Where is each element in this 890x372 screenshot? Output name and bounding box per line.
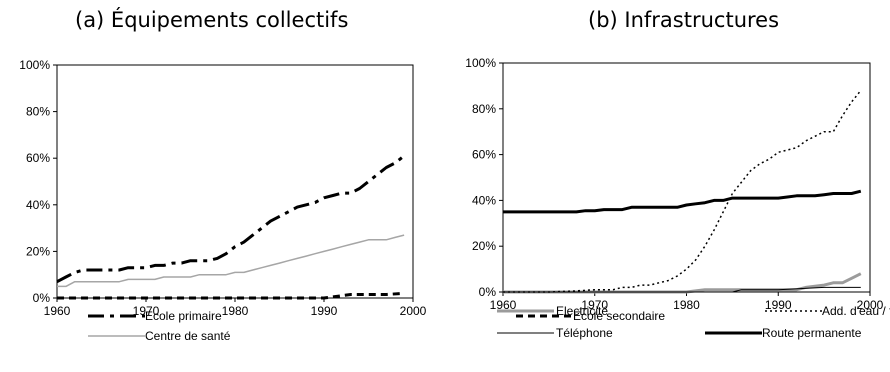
chart-b-title: (b) Infrastructures [588, 8, 780, 32]
chart-b-y-tick-label: 40% [472, 193, 496, 207]
chart-b-legend-label-route-permanente: Route permanente [762, 326, 862, 340]
chart-b-x-tick-label: 1990 [765, 298, 792, 312]
chart-b-x-tick-label: 1980 [673, 298, 700, 312]
chart-a-x-tick-label: 1980 [222, 304, 249, 318]
chart-b-y-tick-label: 20% [472, 239, 496, 253]
chart-a-series-centre-de-sante [57, 234, 405, 288]
chart-a-series-ecole-secondaire [57, 291, 405, 300]
chart-a-y-tick-label: 80% [26, 105, 50, 119]
chart-a-plot-frame [56, 64, 414, 299]
chart-b-y-tick-label: 0% [479, 285, 497, 299]
chart-a-legend-label-ecole-primaire: Ecole primaire [145, 309, 222, 323]
chart-b-x-tick-label: 1960 [490, 298, 517, 312]
chart-b-plot-frame [502, 62, 871, 293]
chart-b-series-add-d-eau-forage [503, 90, 862, 293]
chart-a-y-tick-label: 40% [26, 198, 50, 212]
chart-a-legend-label-ecole-secondaire: Ecole secondaire [573, 309, 665, 323]
chart-b-series-telephone [503, 286, 861, 293]
chart-b-y-tick-label: 80% [472, 102, 496, 116]
chart-a-series-ecole-primaire [56, 154, 406, 284]
chart-a-y-tick-label: 100% [19, 58, 50, 72]
chart-a-x-tick-label: 2000 [400, 304, 427, 318]
chart-a-plot: 0% 20% 40% 60% 80% 100% 1960 1970 1980 1990 2000 Ec… [19, 58, 665, 343]
chart-b-legend-label-add-d-eau-forage: Add. d'eau / forage [822, 304, 890, 318]
chart-b-x-tick-label: 1970 [581, 298, 608, 312]
chart-a-legend-label-centre-de-sante: Centre de santé [145, 329, 231, 343]
chart-a-title: (a) Équipements collectifs [75, 8, 349, 32]
chart-a-x-tick-label: 1960 [44, 304, 71, 318]
chart-a-y-tick-label: 0% [33, 291, 51, 305]
chart-a-y-tick-label: 20% [26, 244, 50, 258]
chart-b-x-tick-label: 2000 [857, 298, 884, 312]
chart-b-plot: 0% 20% 40% 60% 80% 100% 1960 1970 1980 1990 2000 El… [465, 56, 890, 340]
chart-b-y-tick-label: 60% [472, 148, 496, 162]
chart-b-legend-label-electricite: Electricité [556, 304, 608, 318]
chart-a-x-tick-label: 1990 [311, 304, 338, 318]
chart-b-series-electricite [503, 272, 862, 294]
chart-b-legend-label-telephone: Téléphone [556, 326, 613, 340]
chart-b-series-route-permanente [503, 189, 862, 214]
chart-a-x-tick-label: 1970 [133, 304, 160, 318]
chart-a-y-tick-label: 60% [26, 151, 50, 165]
chart-b-y-tick-label: 100% [465, 56, 496, 70]
